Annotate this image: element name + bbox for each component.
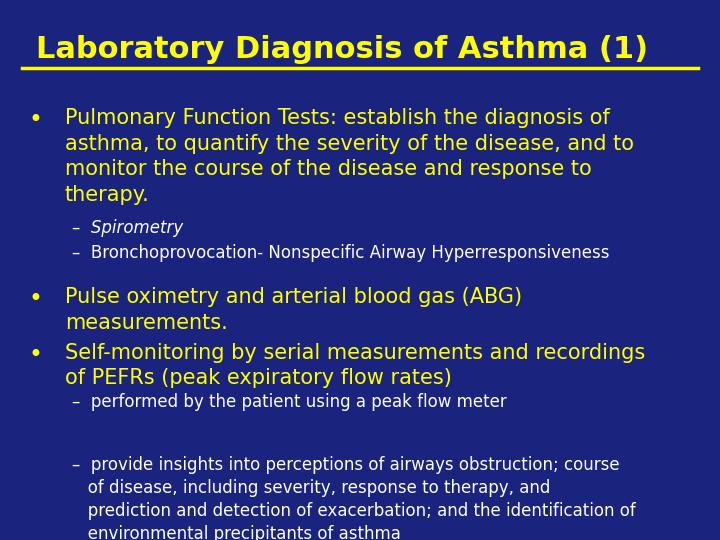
Text: •: • (29, 343, 42, 367)
Text: •: • (29, 287, 42, 311)
Text: –  performed by the patient using a peak flow meter: – performed by the patient using a peak … (72, 393, 507, 411)
Text: •: • (29, 108, 42, 132)
Text: Self-monitoring by serial measurements and recordings
of PEFRs (peak expiratory : Self-monitoring by serial measurements a… (65, 343, 645, 388)
Text: Pulse oximetry and arterial blood gas (ABG)
measurements.: Pulse oximetry and arterial blood gas (A… (65, 287, 522, 333)
Text: Pulmonary Function Tests: establish the diagnosis of
asthma, to quantify the sev: Pulmonary Function Tests: establish the … (65, 108, 634, 205)
Text: Laboratory Diagnosis of Asthma (1): Laboratory Diagnosis of Asthma (1) (36, 35, 648, 64)
Text: –  Bronchoprovocation- Nonspecific Airway Hyperresponsiveness: – Bronchoprovocation- Nonspecific Airway… (72, 244, 610, 262)
Text: –  provide insights into perceptions of airways obstruction; course
   of diseas: – provide insights into perceptions of a… (72, 456, 636, 540)
Text: –  Spirometry: – Spirometry (72, 219, 184, 237)
